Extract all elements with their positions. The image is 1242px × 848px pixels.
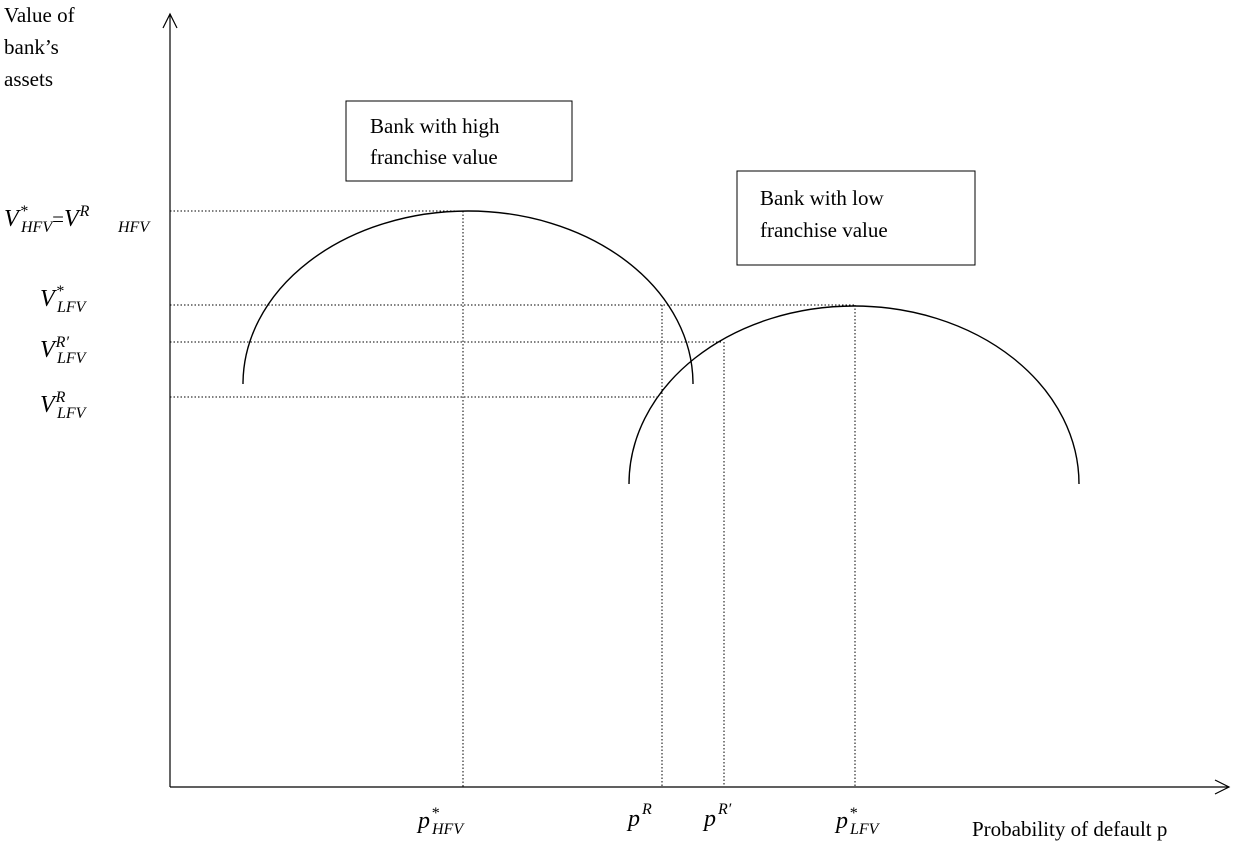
x-axis-label: Probability of default p <box>972 817 1167 841</box>
label-sub: HFV <box>117 219 151 236</box>
label-sub: HFV <box>431 821 465 838</box>
label-base: V <box>40 392 57 418</box>
box <box>345 100 573 182</box>
label-base: V <box>40 286 57 312</box>
y-axis-label: Value of <box>4 3 75 27</box>
label-base: p <box>626 806 640 832</box>
label-sub: LFV <box>56 350 88 367</box>
box-text: Bank with low <box>760 186 884 210</box>
label-sub: LFV <box>849 821 881 838</box>
x-label: p* LFV <box>834 805 881 838</box>
label-sup: R <box>641 801 652 818</box>
y-axis-label: bank’s <box>4 35 59 59</box>
y-label: V* HFV=VRHFV <box>4 203 151 236</box>
label-base: p <box>416 808 430 834</box>
label-sep: = <box>52 207 64 231</box>
y-axis-arrow <box>162 12 178 29</box>
low-fv-curve <box>628 305 1080 485</box>
label-base: V <box>4 206 21 232</box>
y-label: VR′ LFV <box>40 334 88 367</box>
label-sup: R <box>55 389 66 406</box>
label-base: V <box>40 337 57 363</box>
label-base: V <box>64 206 81 232</box>
label-sup: R <box>79 203 90 220</box>
label-sub: LFV <box>56 299 88 316</box>
box-text: Bank with high <box>370 114 500 138</box>
guides <box>170 210 856 787</box>
label-sup: * <box>56 283 64 300</box>
box-text: franchise value <box>370 145 498 169</box>
label-sup: R′ <box>717 801 732 818</box>
box-text: franchise value <box>760 218 888 242</box>
x-label: p R′ <box>702 801 732 832</box>
x-axis-arrow <box>1214 779 1231 795</box>
box <box>736 170 976 266</box>
y-axis-label: assets <box>4 67 53 91</box>
label-base: p <box>702 806 716 832</box>
high-fv-curve <box>242 210 694 385</box>
x-label: p* HFV <box>416 805 465 838</box>
label-sup: * <box>20 203 28 220</box>
label-sup: * <box>431 805 439 822</box>
label-sup: * <box>849 805 857 822</box>
label-sup: R′ <box>55 334 70 351</box>
y-label: VR LFV <box>40 389 88 422</box>
label-sub: HFV <box>20 219 54 236</box>
y-label: V* LFV <box>40 283 88 316</box>
label-sub: LFV <box>56 405 88 422</box>
label-base: p <box>834 808 848 834</box>
